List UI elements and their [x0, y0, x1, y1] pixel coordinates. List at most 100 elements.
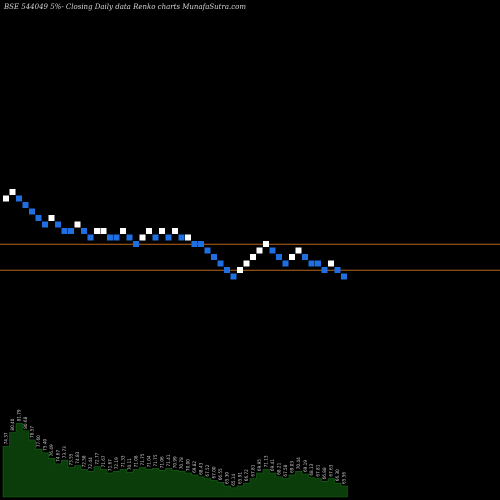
volume-label: 80.40 — [10, 418, 15, 430]
volume-label: 67.52 — [205, 464, 210, 476]
volume-label: 70.00 — [186, 459, 191, 471]
volume-label: 65.14 — [231, 473, 236, 485]
volume-label: 66.55 — [218, 468, 223, 480]
chart-title: BSE 544049 5%- Closing Daily data Renko … — [4, 3, 247, 11]
volume-label: 66.88 — [322, 467, 327, 479]
volume-label: 72.77 — [95, 452, 100, 464]
volume-label: 69.19 — [303, 460, 308, 472]
volume-label: 70.99 — [173, 456, 178, 468]
volume-label: 67.00 — [212, 466, 217, 478]
volume-label: 71.33 — [121, 455, 126, 467]
renko-brick-down — [165, 234, 172, 241]
volume-label: 67.81 — [251, 464, 256, 476]
renko-brick-up — [328, 260, 334, 267]
renko-brick-up — [172, 228, 178, 234]
volume-label: 72.19 — [114, 457, 119, 469]
renko-brick-up — [3, 195, 9, 202]
level-lines — [0, 243, 500, 271]
renko-brick-up — [94, 228, 100, 234]
volume-label: 69.95 — [257, 459, 262, 471]
renko-brick-down — [61, 228, 68, 234]
renko-brick-down — [133, 241, 139, 247]
renko-brick-down — [302, 254, 308, 260]
renko-brick-down — [204, 247, 211, 254]
renko-brick-down — [35, 215, 42, 221]
renko-brick-down — [191, 241, 198, 247]
renko-brick-up — [159, 228, 165, 234]
volume-label: 66.30 — [335, 469, 340, 481]
volume-label: 69.82 — [192, 461, 197, 473]
renko-brick-up — [237, 267, 243, 273]
volume-label: 70.44 — [296, 457, 301, 469]
renko-brick-down — [55, 221, 61, 228]
volume-label: 71.67 — [108, 459, 113, 471]
renko-brick-down — [113, 234, 120, 241]
renko-brick-down — [42, 221, 48, 228]
renko-brick-down — [269, 247, 276, 254]
renko-brick-down — [198, 241, 204, 247]
volume-label: 67.63 — [329, 464, 334, 476]
volume-label: 71.75 — [140, 453, 145, 465]
renko-brick-down — [16, 195, 22, 202]
volume-label: 74.83 — [75, 451, 80, 463]
volume-label: 71.67 — [101, 455, 106, 467]
volume-label: 71.06 — [160, 456, 165, 468]
volume-label: 73.55 — [69, 453, 74, 465]
volume-label: 68.21 — [277, 462, 282, 474]
renko-brick-up — [48, 215, 55, 221]
renko-brick-up — [289, 254, 295, 260]
volume-label: 69.41 — [270, 459, 275, 471]
volume-label: 70.78 — [179, 457, 184, 469]
volume-label: 65.91 — [238, 472, 243, 484]
volume-area — [2, 423, 348, 498]
volume-label: 76.49 — [49, 444, 54, 456]
renko-bricks — [3, 189, 347, 280]
volume-label: 72.44 — [88, 457, 93, 469]
renko-brick-down — [107, 234, 113, 241]
volume-label: 71.08 — [134, 455, 139, 467]
renko-brick-down — [282, 260, 289, 267]
renko-brick-up — [146, 228, 152, 234]
volume-label: 70.11 — [127, 458, 132, 470]
renko-brick-up — [139, 234, 146, 241]
renko-brick-down — [87, 234, 94, 241]
renko-brick-down — [315, 260, 321, 267]
renko-brick-down — [29, 208, 35, 215]
renko-brick-up — [9, 189, 16, 195]
volume-label: 71.75 — [153, 454, 158, 466]
volume-label: 71.41 — [166, 454, 171, 466]
renko-brick-down — [230, 273, 237, 280]
volume-label: 77.60 — [36, 435, 41, 447]
renko-brick-down — [321, 267, 328, 273]
renko-brick-down — [178, 234, 185, 241]
renko-brick-up — [185, 234, 191, 241]
renko-brick-up — [263, 241, 269, 247]
volume-label: 80.68 — [23, 416, 28, 428]
volume-label: 69.03 — [290, 461, 295, 473]
volume-label: 66.72 — [244, 469, 249, 481]
volume-label: 65.56 — [342, 472, 347, 484]
renko-brick-down — [276, 254, 282, 260]
renko-brick-up — [250, 254, 256, 260]
volume-label: 78.57 — [30, 426, 35, 438]
renko-brick-up — [256, 247, 263, 254]
volume-label: 75.40 — [43, 439, 48, 451]
renko-brick-down — [334, 267, 341, 273]
renko-brick-down — [341, 273, 347, 280]
renko-brick-up — [100, 228, 107, 234]
renko-brick-down — [308, 260, 315, 267]
renko-brick-up — [243, 260, 250, 267]
volume-label: 68.13 — [309, 463, 314, 475]
renko-brick-down — [152, 234, 159, 241]
volume-label: 71.04 — [147, 455, 152, 467]
renko-brick-down — [68, 228, 74, 234]
renko-brick-up — [295, 247, 302, 254]
volume-label: 81.79 — [17, 409, 22, 421]
volume-label: 74.67 — [56, 450, 61, 462]
renko-brick-down — [217, 260, 224, 267]
renko-brick-down — [224, 267, 230, 273]
renko-brick-up — [74, 221, 81, 228]
volume-label: 65.30 — [225, 472, 230, 484]
renko-brick-down — [211, 254, 217, 260]
